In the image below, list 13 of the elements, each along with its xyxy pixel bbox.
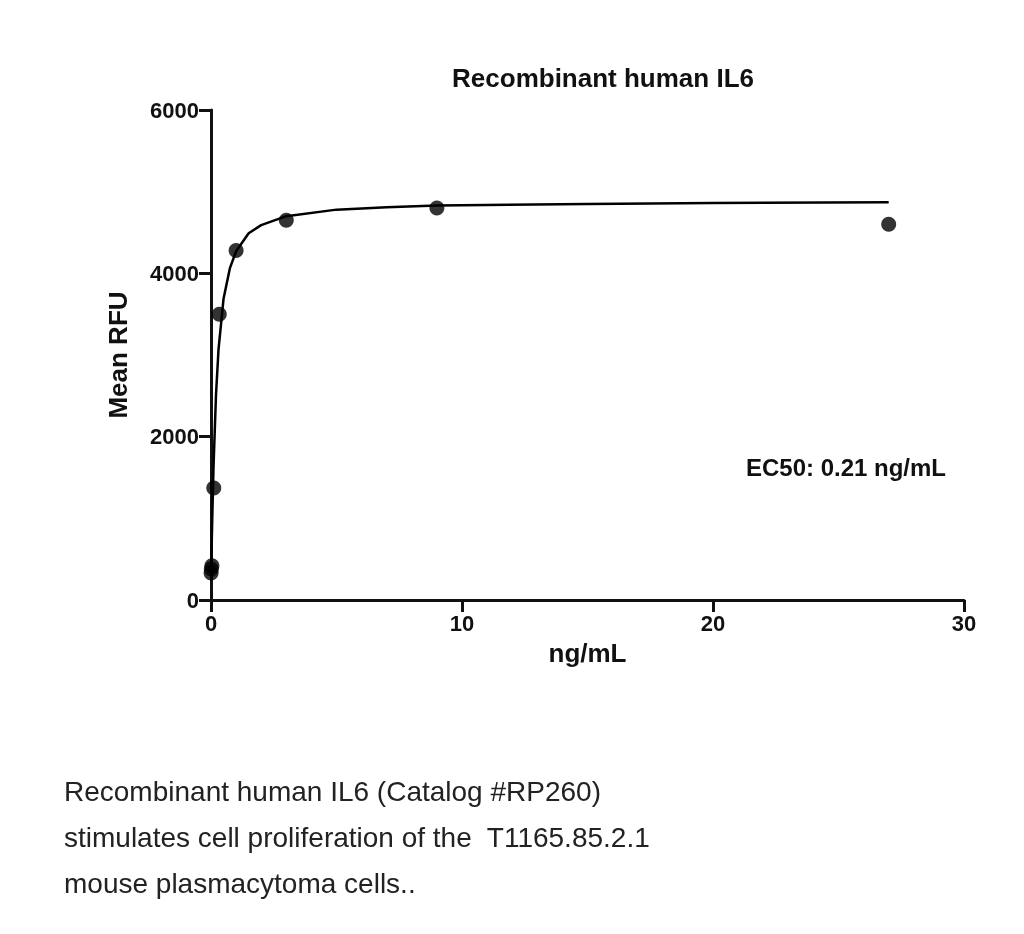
x-axis-title: ng/mL bbox=[548, 638, 627, 668]
y-tick-label: 6000 bbox=[150, 97, 199, 123]
x-tick-label: 0 bbox=[204, 610, 218, 636]
x-tick-label: 10 bbox=[449, 610, 475, 636]
text: Recombinant human IL6 (Catalog #RP260) stimulates cell proliferation of the T1165.85.2.1 mouse plasmacytoma cells.. bbox=[64, 775, 658, 899]
x-tick-label: 20 bbox=[700, 610, 726, 636]
annotation: EC50: 0.21 ng/mL bbox=[745, 453, 946, 481]
x-tick-label: 30 bbox=[951, 610, 977, 636]
y-tick-label: 4000 bbox=[150, 260, 199, 286]
y-axis-title: Mean RFU bbox=[103, 291, 133, 419]
chart-title: Recombinant human IL6 bbox=[452, 63, 754, 93]
y-tick-label: 0 bbox=[186, 587, 199, 613]
y-tick-label: 2000 bbox=[150, 424, 199, 450]
